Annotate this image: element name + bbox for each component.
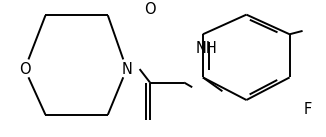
Text: N: N (121, 62, 132, 77)
Text: O: O (19, 62, 31, 77)
Text: NH: NH (196, 41, 218, 56)
Text: F: F (303, 102, 312, 117)
Text: O: O (144, 2, 156, 17)
